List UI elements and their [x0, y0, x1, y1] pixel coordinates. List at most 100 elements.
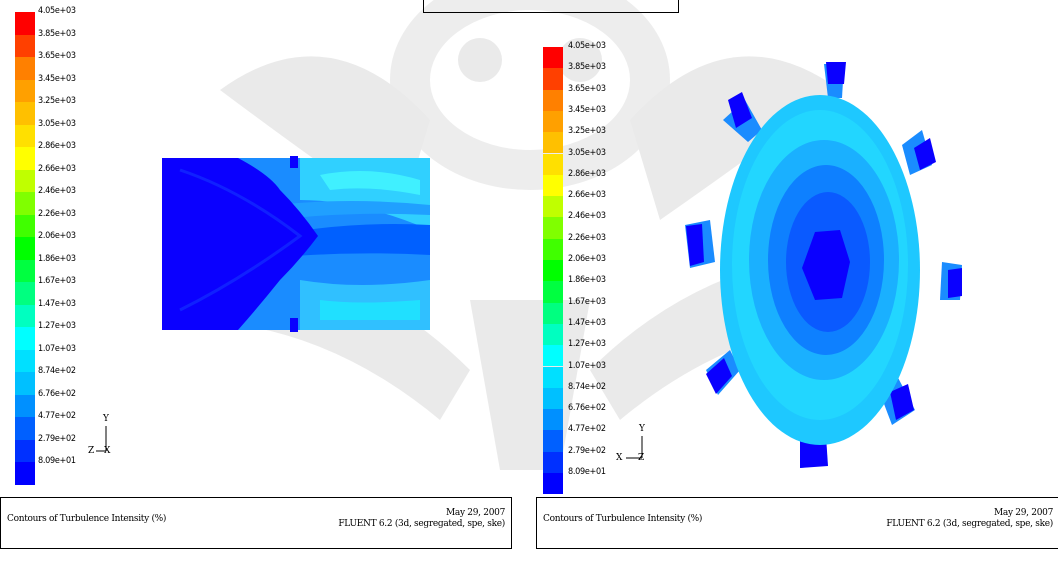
left-caption-date: May 29, 2007	[445, 508, 505, 518]
legend-label: 8.74e+02	[38, 366, 76, 376]
legend-swatch	[543, 345, 563, 367]
right-caption-solver: FLUENT 6.2 (3d, segregated, spe, ske)	[886, 519, 1053, 529]
legend-swatch	[15, 259, 35, 282]
legend-swatch	[15, 147, 35, 170]
legend-swatch	[543, 387, 563, 410]
legend-swatch	[543, 47, 563, 69]
legend-swatch	[15, 124, 35, 147]
legend-swatch	[543, 68, 563, 90]
legend-swatch	[15, 192, 35, 215]
left-axis-z-label: Z	[88, 446, 95, 456]
left-caption-title: Contours of Turbulence Intensity (%)	[7, 514, 167, 524]
legend-swatch	[543, 238, 563, 260]
legend-label: 3.25e+03	[38, 96, 76, 106]
legend-label: 8.09e+01	[568, 467, 606, 477]
legend-label: 6.76e+02	[38, 388, 76, 399]
legend-label: 2.26e+03	[568, 232, 606, 243]
legend-label: 3.65e+03	[568, 83, 606, 94]
legend-label: 3.85e+03	[38, 28, 76, 39]
legend-swatch	[15, 169, 35, 192]
legend-swatch	[15, 237, 35, 260]
legend-swatch	[15, 282, 35, 305]
legend-label: 1.27e+03	[568, 339, 606, 350]
legend-swatch	[543, 196, 563, 218]
legend-label: 2.86e+03	[568, 168, 606, 179]
legend-label: 3.65e+03	[38, 51, 76, 61]
legend-label: 4.77e+02	[568, 424, 606, 435]
legend-label: 1.86e+03	[38, 253, 76, 264]
legend-label: 1.47e+03	[38, 298, 76, 309]
right-axis-y-label: Y	[639, 424, 645, 434]
legend-swatch	[15, 372, 35, 395]
legend-swatch	[543, 409, 563, 431]
legend-label: 2.66e+03	[38, 163, 76, 174]
legend-label: 2.46e+03	[568, 211, 606, 222]
legend-swatch	[543, 260, 563, 282]
legend-swatch	[15, 349, 35, 372]
legend-label: 1.67e+03	[38, 276, 76, 286]
legend-label: 4.77e+02	[38, 411, 76, 421]
right-caption-meta: May 29, 2007 FLUENT 6.2 (3d, segregated,…	[886, 508, 1053, 530]
left-caption-meta: May 29, 2007 FLUENT 6.2 (3d, segregated,…	[338, 508, 505, 530]
legend-label: 1.47e+03	[568, 317, 606, 328]
legend-label: 2.86e+03	[38, 141, 76, 151]
legend-swatch	[543, 110, 563, 133]
legend-label: 2.79e+02	[38, 433, 76, 444]
legend-swatch	[15, 394, 35, 417]
legend-swatch	[15, 214, 35, 237]
legend-swatch	[543, 473, 563, 495]
left-panel: 4.05e+03 3.85e+03 3.65e+03 3.45e+03 3.25e+03…	[0, 0, 520, 567]
legend-label: 2.06e+03	[38, 231, 76, 241]
right-axis-triad	[626, 436, 643, 459]
left-axis-y-label: Y	[103, 414, 109, 424]
legend-swatch	[543, 430, 563, 452]
legend-swatch	[543, 366, 563, 388]
legend-label: 2.66e+03	[568, 190, 606, 201]
legend-swatch	[15, 462, 35, 485]
legend-swatch	[543, 132, 563, 154]
right-caption-box: Contours of Turbulence Intensity (%) May…	[536, 497, 1058, 549]
legend-label: 3.25e+03	[568, 126, 606, 137]
legend-swatch	[15, 12, 35, 35]
legend-label: 2.06e+03	[568, 254, 606, 264]
legend-label: 8.74e+02	[568, 381, 606, 392]
left-axis-x-label: X	[104, 446, 111, 456]
legend-swatch	[543, 153, 563, 175]
legend-label: 1.27e+03	[38, 321, 76, 331]
legend-label: 3.85e+03	[568, 62, 606, 73]
left-contour-plot	[162, 156, 430, 332]
legend-swatch	[15, 439, 35, 462]
left-axis-triad	[96, 426, 107, 452]
legend-swatch	[543, 451, 563, 473]
legend-label: 3.05e+03	[568, 147, 606, 158]
legend-swatch	[15, 417, 35, 440]
legend-swatch	[15, 79, 35, 102]
legend-swatch	[15, 34, 35, 57]
legend-label: 1.07e+03	[38, 343, 76, 354]
legend-swatch	[543, 89, 563, 111]
legend-label: 4.05e+03	[568, 41, 606, 51]
right-contour-plot	[685, 62, 962, 468]
right-panel: 4.05e+03 3.85e+03 3.65e+03 3.45e+03 3.25e+03…	[530, 0, 1058, 567]
legend-label: 3.45e+03	[568, 104, 606, 115]
legend-swatch	[15, 327, 35, 350]
left-caption-solver: FLUENT 6.2 (3d, segregated, spe, ske)	[338, 519, 505, 529]
legend-label: 3.45e+03	[38, 73, 76, 84]
right-caption-title: Contours of Turbulence Intensity (%)	[543, 514, 703, 524]
legend-label: 3.05e+03	[38, 118, 76, 129]
legend-label: 1.86e+03	[568, 275, 606, 286]
legend-swatch	[15, 57, 35, 80]
legend-swatch	[543, 281, 563, 303]
right-axis-x-label: X	[616, 453, 623, 463]
top-title-frame	[423, 0, 679, 13]
legend-label: 6.76e+02	[568, 403, 606, 414]
legend-label: 8.09e+01	[38, 456, 76, 466]
legend-swatch	[543, 217, 563, 239]
legend-label: 2.26e+03	[38, 208, 76, 219]
legend-label: 1.67e+03	[568, 296, 606, 307]
legend-swatch	[543, 323, 563, 346]
left-caption-box: Contours of Turbulence Intensity (%) May…	[0, 497, 512, 549]
legend-label: 4.05e+03	[38, 6, 76, 16]
legend-swatch	[543, 174, 563, 197]
legend-label: 1.07e+03	[568, 360, 606, 371]
